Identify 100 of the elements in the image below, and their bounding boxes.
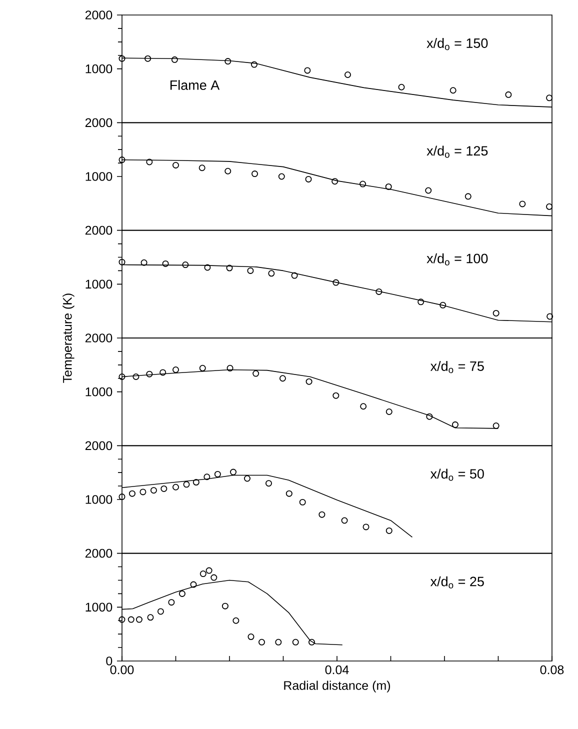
point bbox=[226, 264, 233, 272]
point bbox=[398, 84, 405, 90]
y-tick-label: 2000 bbox=[85, 441, 112, 450]
point bbox=[286, 490, 292, 497]
y-axis-title: Temperature (K) bbox=[62, 294, 74, 383]
y-tick-label: 1000 bbox=[86, 495, 112, 504]
point bbox=[362, 524, 370, 530]
point bbox=[332, 279, 340, 286]
point bbox=[386, 527, 392, 534]
point bbox=[132, 374, 140, 380]
point bbox=[190, 581, 197, 588]
point bbox=[192, 479, 200, 486]
point bbox=[140, 488, 146, 496]
y-tick-label: 1000 bbox=[86, 280, 112, 289]
point bbox=[519, 200, 526, 208]
point bbox=[230, 468, 237, 476]
annotation: x/d$_{o}$ = 100 bbox=[426, 253, 488, 266]
point bbox=[150, 487, 157, 494]
point bbox=[305, 176, 312, 182]
point bbox=[214, 470, 221, 478]
point bbox=[386, 408, 392, 415]
annotation: x/d$_{o}$ = 75 bbox=[430, 361, 484, 374]
y-tick-label: 2000 bbox=[85, 334, 112, 342]
point bbox=[440, 302, 446, 308]
y-tick-label: 2000 bbox=[85, 118, 112, 128]
x-axis-title: Radial distance (m) bbox=[284, 680, 390, 692]
point bbox=[291, 272, 298, 279]
point bbox=[199, 364, 206, 372]
point bbox=[204, 264, 211, 271]
point bbox=[360, 180, 366, 188]
point bbox=[157, 608, 164, 615]
point bbox=[252, 370, 260, 377]
y-tick-label: 2000 bbox=[85, 226, 112, 235]
point bbox=[268, 270, 275, 277]
y-tick-label: 2000 bbox=[85, 10, 112, 20]
point bbox=[279, 375, 286, 382]
point bbox=[171, 56, 178, 63]
x-tick-label: 0.00 bbox=[110, 665, 134, 674]
point bbox=[183, 481, 190, 488]
point bbox=[248, 634, 254, 640]
point bbox=[160, 369, 166, 376]
point bbox=[140, 259, 148, 266]
point bbox=[146, 370, 153, 378]
point bbox=[385, 183, 392, 190]
point bbox=[224, 168, 232, 174]
point bbox=[118, 616, 126, 623]
point bbox=[546, 94, 553, 102]
point bbox=[200, 570, 206, 578]
point bbox=[299, 498, 306, 506]
annotation: Flame A bbox=[170, 80, 220, 90]
annotation: x/d$_{o}$ = 25 bbox=[430, 576, 484, 588]
point bbox=[341, 517, 348, 524]
point bbox=[318, 511, 326, 518]
point bbox=[244, 475, 250, 482]
point bbox=[206, 567, 212, 574]
point bbox=[332, 178, 338, 185]
annotation: x/d$_{o}$ = 50 bbox=[430, 468, 484, 481]
point bbox=[178, 590, 186, 597]
point bbox=[147, 614, 154, 621]
point bbox=[304, 67, 311, 74]
point bbox=[464, 193, 472, 200]
point bbox=[204, 474, 210, 480]
point bbox=[136, 616, 142, 623]
point bbox=[118, 494, 126, 500]
annotation: x/d$_{o}$ = 125 bbox=[426, 146, 488, 158]
point bbox=[426, 413, 433, 420]
point bbox=[376, 288, 382, 295]
point bbox=[360, 403, 367, 410]
point bbox=[450, 87, 456, 94]
point bbox=[250, 61, 258, 68]
point bbox=[505, 91, 512, 98]
point bbox=[425, 187, 432, 194]
point bbox=[210, 574, 218, 581]
point bbox=[198, 164, 206, 172]
point bbox=[492, 310, 500, 316]
annotation: x/d$_{o}$ = 150 bbox=[426, 38, 488, 50]
point bbox=[224, 58, 232, 65]
point bbox=[546, 203, 553, 210]
point bbox=[162, 260, 169, 267]
point bbox=[146, 158, 153, 166]
point bbox=[332, 392, 340, 399]
point bbox=[418, 298, 424, 306]
point bbox=[546, 313, 554, 320]
point bbox=[278, 173, 285, 180]
point bbox=[452, 421, 458, 428]
point bbox=[252, 170, 258, 178]
point bbox=[265, 480, 272, 487]
point bbox=[292, 638, 299, 646]
y-tick-label: 1000 bbox=[86, 387, 112, 396]
point bbox=[226, 364, 234, 372]
point bbox=[344, 72, 351, 78]
y-tick-label: 1000 bbox=[86, 602, 112, 612]
y-tick-label: 0 bbox=[106, 656, 112, 666]
point bbox=[306, 378, 312, 385]
point bbox=[182, 262, 189, 268]
point bbox=[258, 638, 265, 646]
point bbox=[275, 638, 282, 646]
point bbox=[128, 490, 136, 497]
point bbox=[172, 484, 179, 490]
point bbox=[247, 267, 254, 274]
